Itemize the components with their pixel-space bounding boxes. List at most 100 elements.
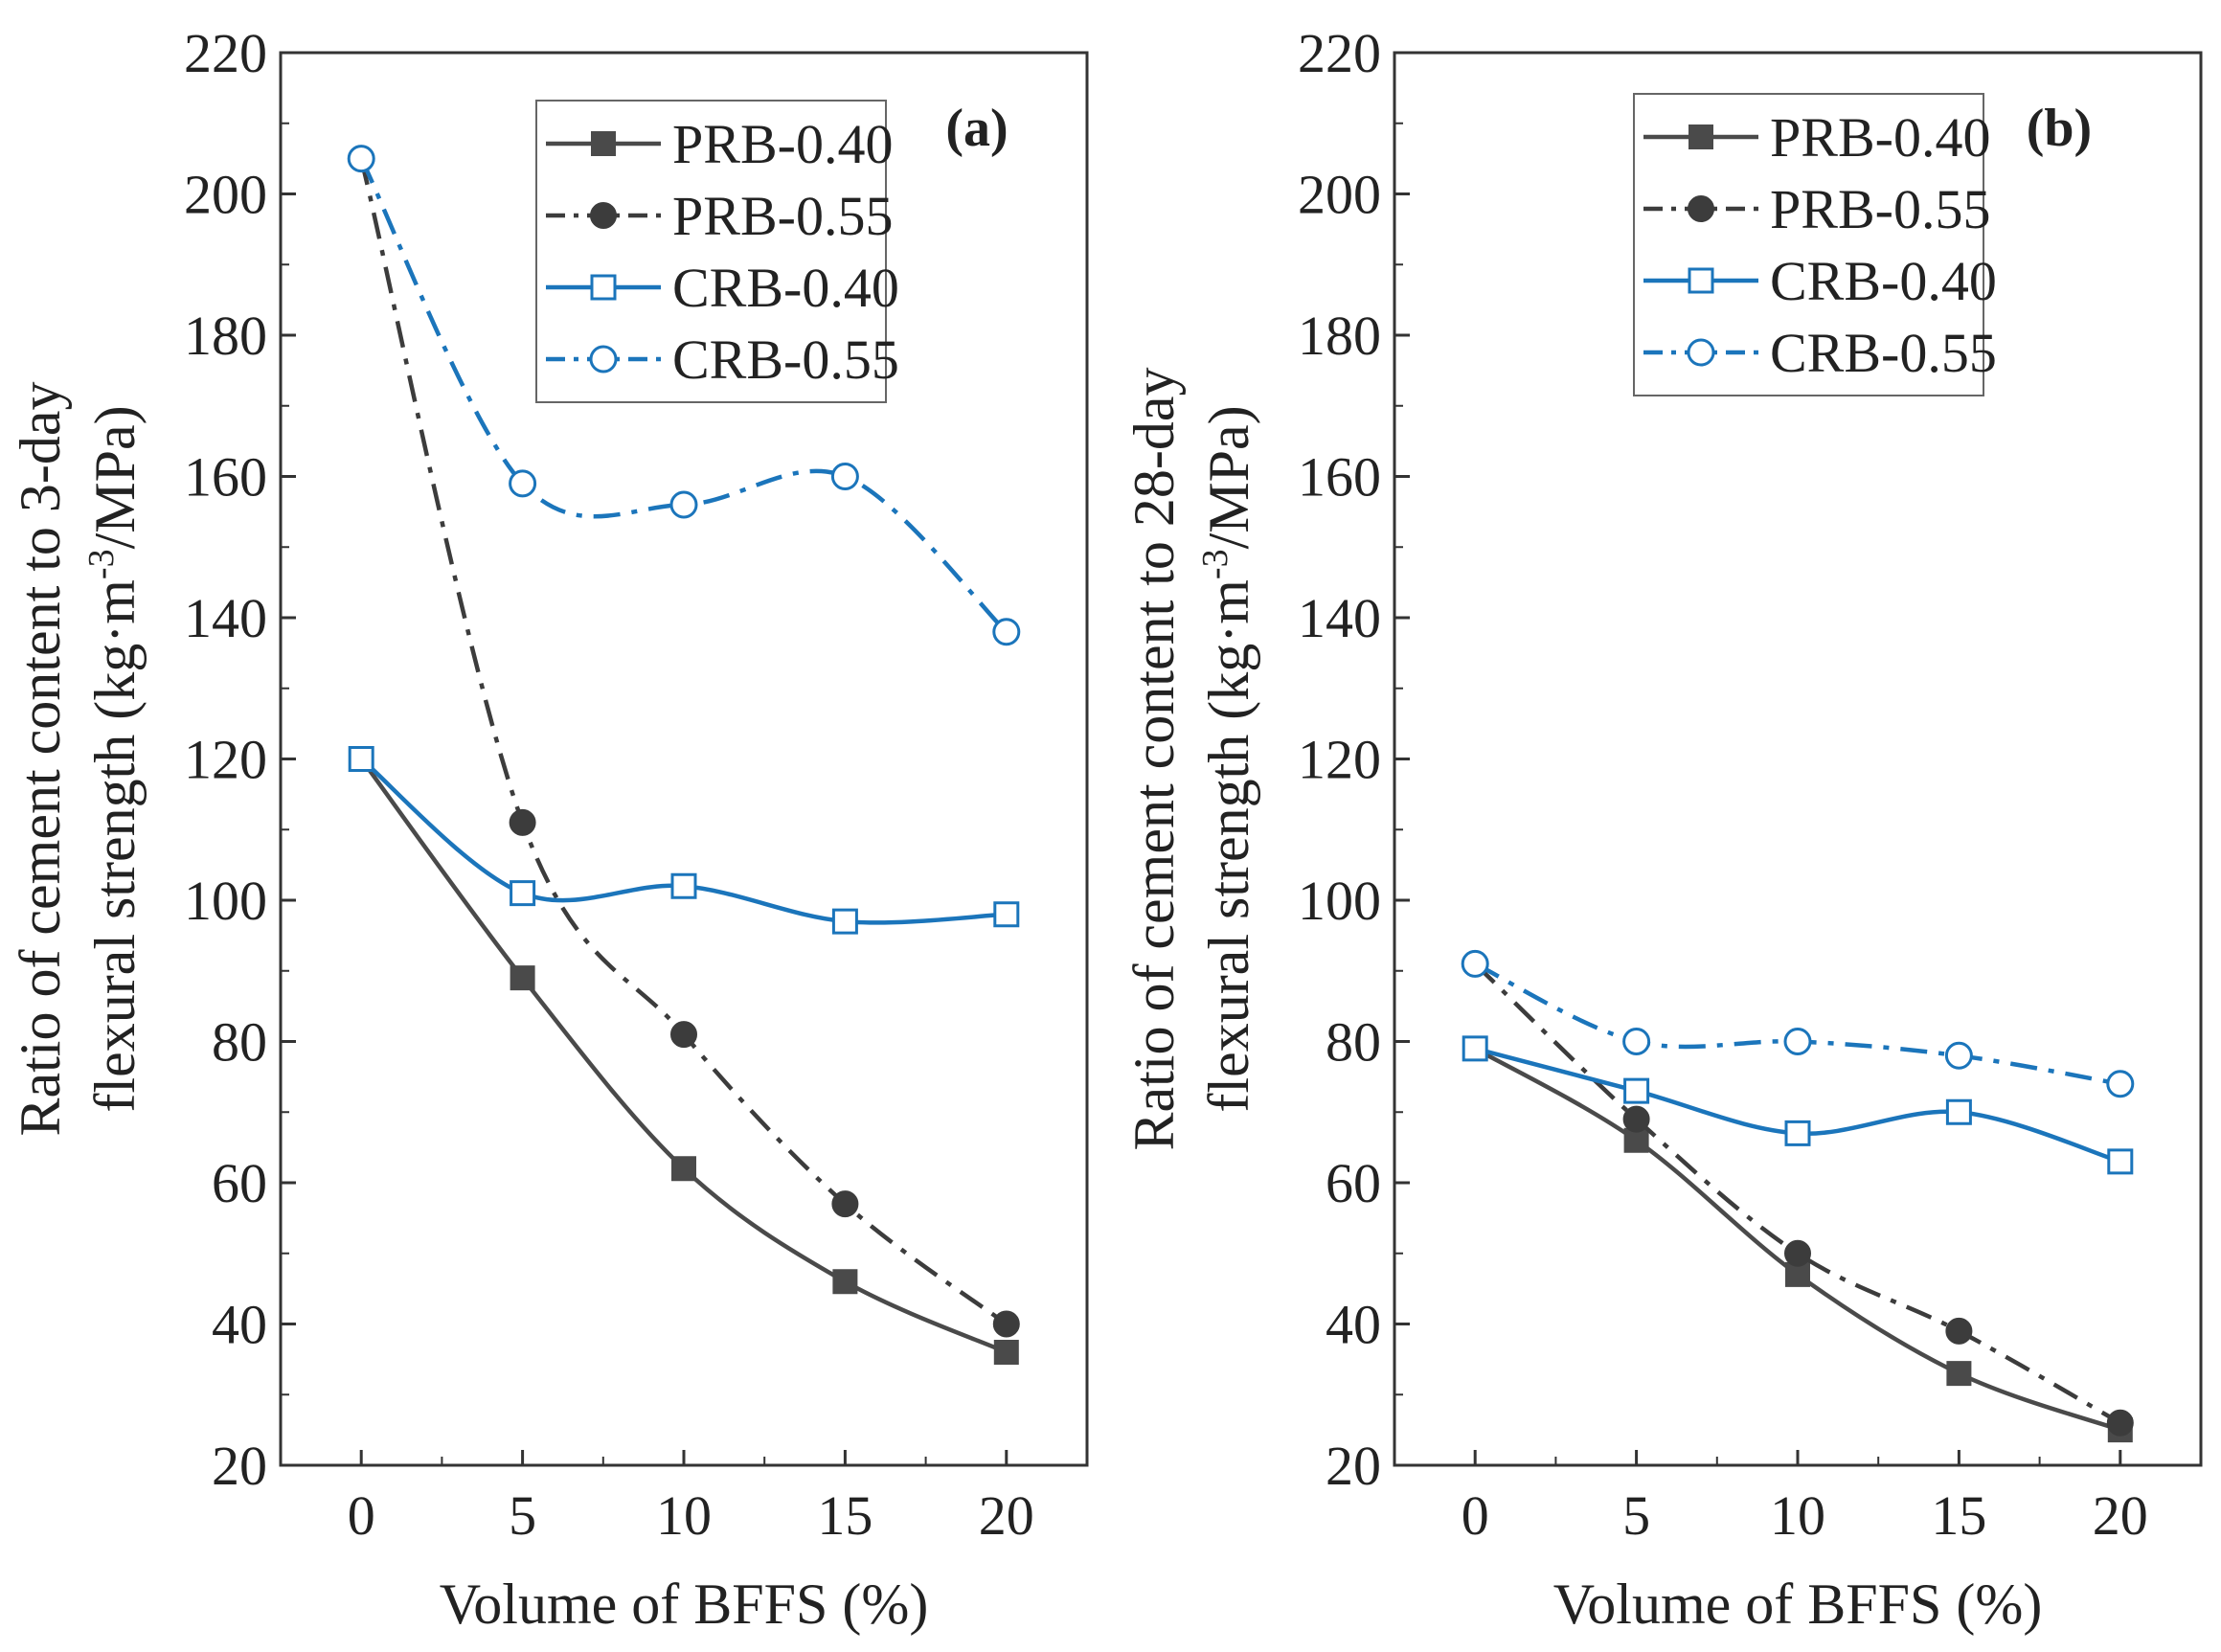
y-tick-label: 140 <box>184 587 267 649</box>
data-point <box>831 1190 859 1218</box>
data-point <box>1622 1105 1650 1133</box>
data-point <box>509 469 537 498</box>
legend-marker <box>1688 195 1714 222</box>
legend-label: CRB-0.55 <box>1770 322 1997 384</box>
y-tick-label: 20 <box>1326 1435 1381 1497</box>
data-point <box>992 1310 1020 1338</box>
data-point <box>1784 1239 1811 1267</box>
x-tick-label: 5 <box>1622 1484 1650 1547</box>
y-axis-title-line1: Ratio of cement content to 3-day <box>9 381 72 1136</box>
data-point <box>510 880 536 907</box>
data-point <box>1945 1317 1973 1345</box>
data-point <box>1461 949 1489 978</box>
y-tick-label: 200 <box>184 164 267 226</box>
data-point <box>1623 1077 1650 1104</box>
y-tick-label: 60 <box>1326 1152 1381 1214</box>
panel-a: 20 40 60 80 100 120 140 160 180 200 220 0 5 10 15 20 Vol… <box>9 22 1089 1636</box>
series-prb-040 <box>349 746 1019 1365</box>
y-tick-label: 160 <box>184 446 267 509</box>
data-point <box>1944 1041 1973 1070</box>
data-point <box>670 872 697 899</box>
data-point <box>2106 1409 2134 1437</box>
series-crb-040 <box>1462 1035 2134 1175</box>
data-point <box>2106 1070 2135 1098</box>
y-tick-label: 80 <box>1326 1011 1381 1074</box>
x-tick-label: 20 <box>979 1484 1034 1547</box>
y-axis-title-line2: flexural strength (kg·m-3/MPa) <box>81 405 147 1112</box>
x-tick-label: 15 <box>817 1484 873 1547</box>
y-axis-title-suffix: /MPa) <box>83 405 147 549</box>
data-point <box>832 1269 858 1295</box>
panel-b: 20 40 60 80 100 120 140 160 180 200 220 0 5 10 15 20 Vol… <box>1122 22 2203 1636</box>
data-point <box>347 145 375 173</box>
data-point <box>2107 1148 2134 1175</box>
series-crb-040 <box>348 746 1020 935</box>
x-tick-label: 0 <box>348 1484 375 1547</box>
data-point <box>1623 1127 1649 1153</box>
y-tick-label: 180 <box>1298 305 1381 367</box>
data-point <box>669 490 698 519</box>
data-point <box>1462 1035 1488 1062</box>
x-axis-title: Volume of BFFS (%) <box>1553 1573 2043 1636</box>
y-tick-label: 220 <box>184 22 267 84</box>
y-tick-label: 220 <box>1298 22 1381 84</box>
legend-label: PRB-0.55 <box>672 185 893 247</box>
y-tick-label: 40 <box>1326 1294 1381 1356</box>
data-point <box>993 1340 1019 1365</box>
legend: PRB-0.40 PRB-0.55 CRB-0.40 CRB-0.55 <box>1633 93 1997 396</box>
y-axis-title-line1: Ratio of cement content to 28-day <box>1122 367 1186 1150</box>
y-tick-label: 120 <box>184 729 267 791</box>
legend-marker <box>589 345 618 373</box>
data-point <box>992 618 1021 646</box>
y-tick-label: 100 <box>184 870 267 932</box>
y-axis-title-prefix: flexural strength (kg·m <box>83 579 147 1113</box>
data-point <box>993 901 1020 928</box>
legend-label: PRB-0.55 <box>1770 178 1990 240</box>
x-tick-label: 10 <box>656 1484 712 1547</box>
y-axis-title-prefix: flexural strength (kg·m <box>1197 579 1260 1113</box>
x-tick-label: 15 <box>1931 1484 1986 1547</box>
y-tick-label: 200 <box>1298 164 1381 226</box>
legend-marker <box>590 274 617 301</box>
y-tick-label: 20 <box>212 1435 267 1497</box>
legend: PRB-0.40 PRB-0.55 CRB-0.40 CRB-0.55 <box>535 100 899 403</box>
data-point <box>831 908 858 935</box>
x-axis-title: Volume of BFFS (%) <box>440 1573 929 1636</box>
legend-marker <box>590 202 617 229</box>
y-tick-label: 160 <box>1298 446 1381 509</box>
y-axis-title-line2: flexural strength (kg·m-3/MPa) <box>1195 405 1260 1112</box>
legend-marker <box>591 131 616 156</box>
data-point <box>1946 1361 1972 1387</box>
x-tick-label: 0 <box>1462 1484 1489 1547</box>
legend-label: CRB-0.40 <box>1770 250 1997 312</box>
data-point <box>510 965 535 991</box>
data-point <box>1945 1098 1972 1125</box>
legend-label: CRB-0.55 <box>672 328 899 391</box>
y-tick-label: 180 <box>184 305 267 367</box>
panel-label: (a) <box>945 99 1008 158</box>
x-tick-label: 10 <box>1770 1484 1825 1547</box>
legend-label: PRB-0.40 <box>672 113 893 175</box>
y-tick-label: 60 <box>212 1152 267 1214</box>
x-tick-label: 5 <box>509 1484 536 1547</box>
legend-marker <box>1687 338 1715 367</box>
y-tick-label: 100 <box>1298 870 1381 932</box>
series-crb-055 <box>1461 949 2135 1098</box>
data-point <box>1783 1028 1812 1055</box>
y-tick-label: 40 <box>212 1294 267 1356</box>
series-line <box>359 758 1008 1355</box>
y-tick-label: 80 <box>212 1011 267 1074</box>
legend-label: CRB-0.40 <box>672 257 899 319</box>
y-axis-title-superscript: -3 <box>81 549 122 579</box>
legend-label: PRB-0.40 <box>1770 106 1990 169</box>
y-axis-title-suffix: /MPa) <box>1197 405 1260 549</box>
data-point <box>830 463 859 490</box>
panel-label: (b) <box>2027 99 2092 158</box>
y-tick-label: 140 <box>1298 587 1381 649</box>
data-point <box>670 1021 697 1049</box>
data-point <box>348 746 374 772</box>
series-crb-055 <box>347 145 1021 646</box>
data-point <box>671 1156 696 1182</box>
series-line <box>359 157 1009 634</box>
